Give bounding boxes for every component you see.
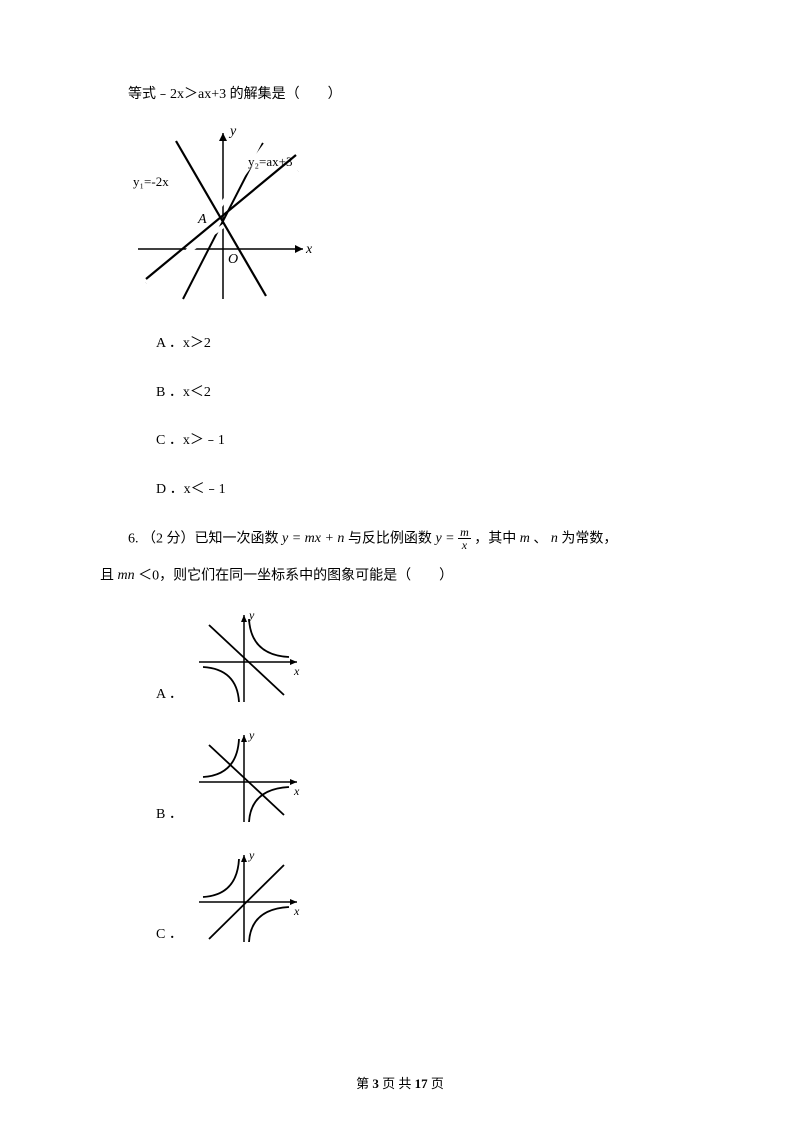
- q6-option-B: B ． x y: [156, 727, 700, 827]
- q5-stem: 等式﹣2x＞ax+3 的解集是（ ）: [100, 80, 700, 111]
- q6-graph-B: x y: [189, 727, 309, 827]
- q6-graph-C: x y: [189, 847, 309, 947]
- page-footer: 第 3 页 共 17 页: [0, 1073, 800, 1092]
- q5-option-C: C ．x＞﹣1: [100, 426, 700, 457]
- q5-option-B: B ．x＜2: [100, 378, 700, 409]
- svg-text:y: y: [248, 728, 255, 742]
- q6-eq1: y = mx + n: [282, 524, 344, 555]
- q5-figure: A y₁=-2x y₂=ax+3 y x O: [128, 121, 700, 311]
- svg-text:x: x: [293, 784, 300, 798]
- q5-option-A: A ．x＞2: [100, 329, 700, 360]
- q5-label-y2: y₂=ax+3: [248, 154, 292, 169]
- q6-option-C: C ． x y: [156, 847, 700, 947]
- q6-graph-A: x y: [189, 607, 309, 707]
- q5-label-A: A: [197, 212, 207, 227]
- svg-text:y: y: [248, 608, 255, 622]
- q5-label-x: x: [305, 242, 313, 257]
- svg-text:x: x: [293, 904, 300, 918]
- q5-label-O: O: [228, 252, 238, 267]
- svg-text:x: x: [293, 664, 300, 678]
- q5-label-y: y: [228, 124, 237, 139]
- q5-option-D: D ．x＜﹣1: [100, 475, 700, 506]
- q6-eq2: y = mx: [435, 524, 470, 555]
- q6-stem-line2: 且 mn ＜0，则它们在同一坐标系中的图象可能是（ ）: [100, 561, 700, 592]
- svg-text:y: y: [248, 848, 255, 862]
- q6-option-A: A ． x y: [156, 607, 700, 707]
- q6-stem-line1: 6. （2 分）已知一次函数 y = mx + n 与反比例函数 y = mx …: [100, 524, 700, 555]
- q5-label-y1: y₁=-2x: [133, 174, 169, 189]
